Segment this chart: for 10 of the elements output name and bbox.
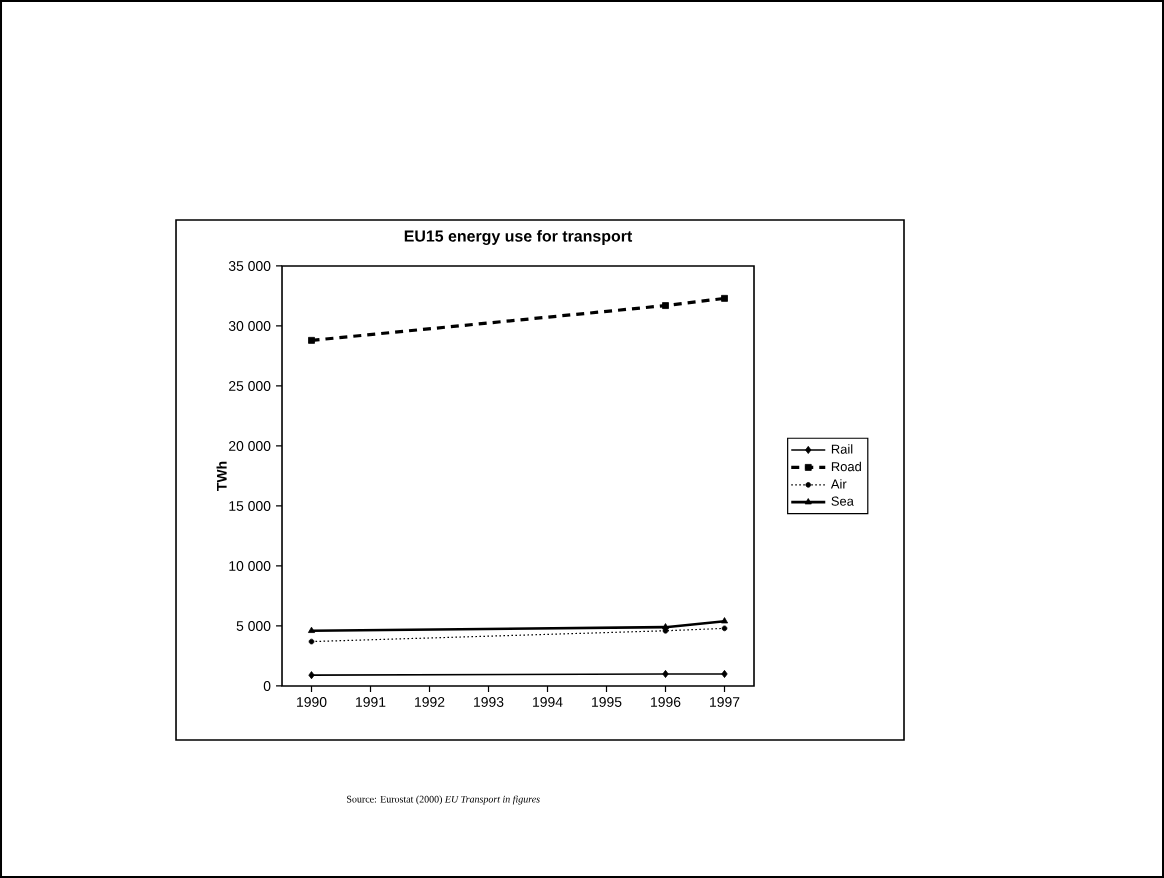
point [662, 302, 669, 309]
point [308, 336, 315, 344]
point [721, 669, 728, 678]
point [721, 625, 728, 632]
point [308, 638, 315, 645]
point [308, 671, 315, 680]
point [721, 294, 728, 302]
point [662, 669, 669, 678]
point [308, 626, 316, 633]
point [720, 617, 729, 624]
